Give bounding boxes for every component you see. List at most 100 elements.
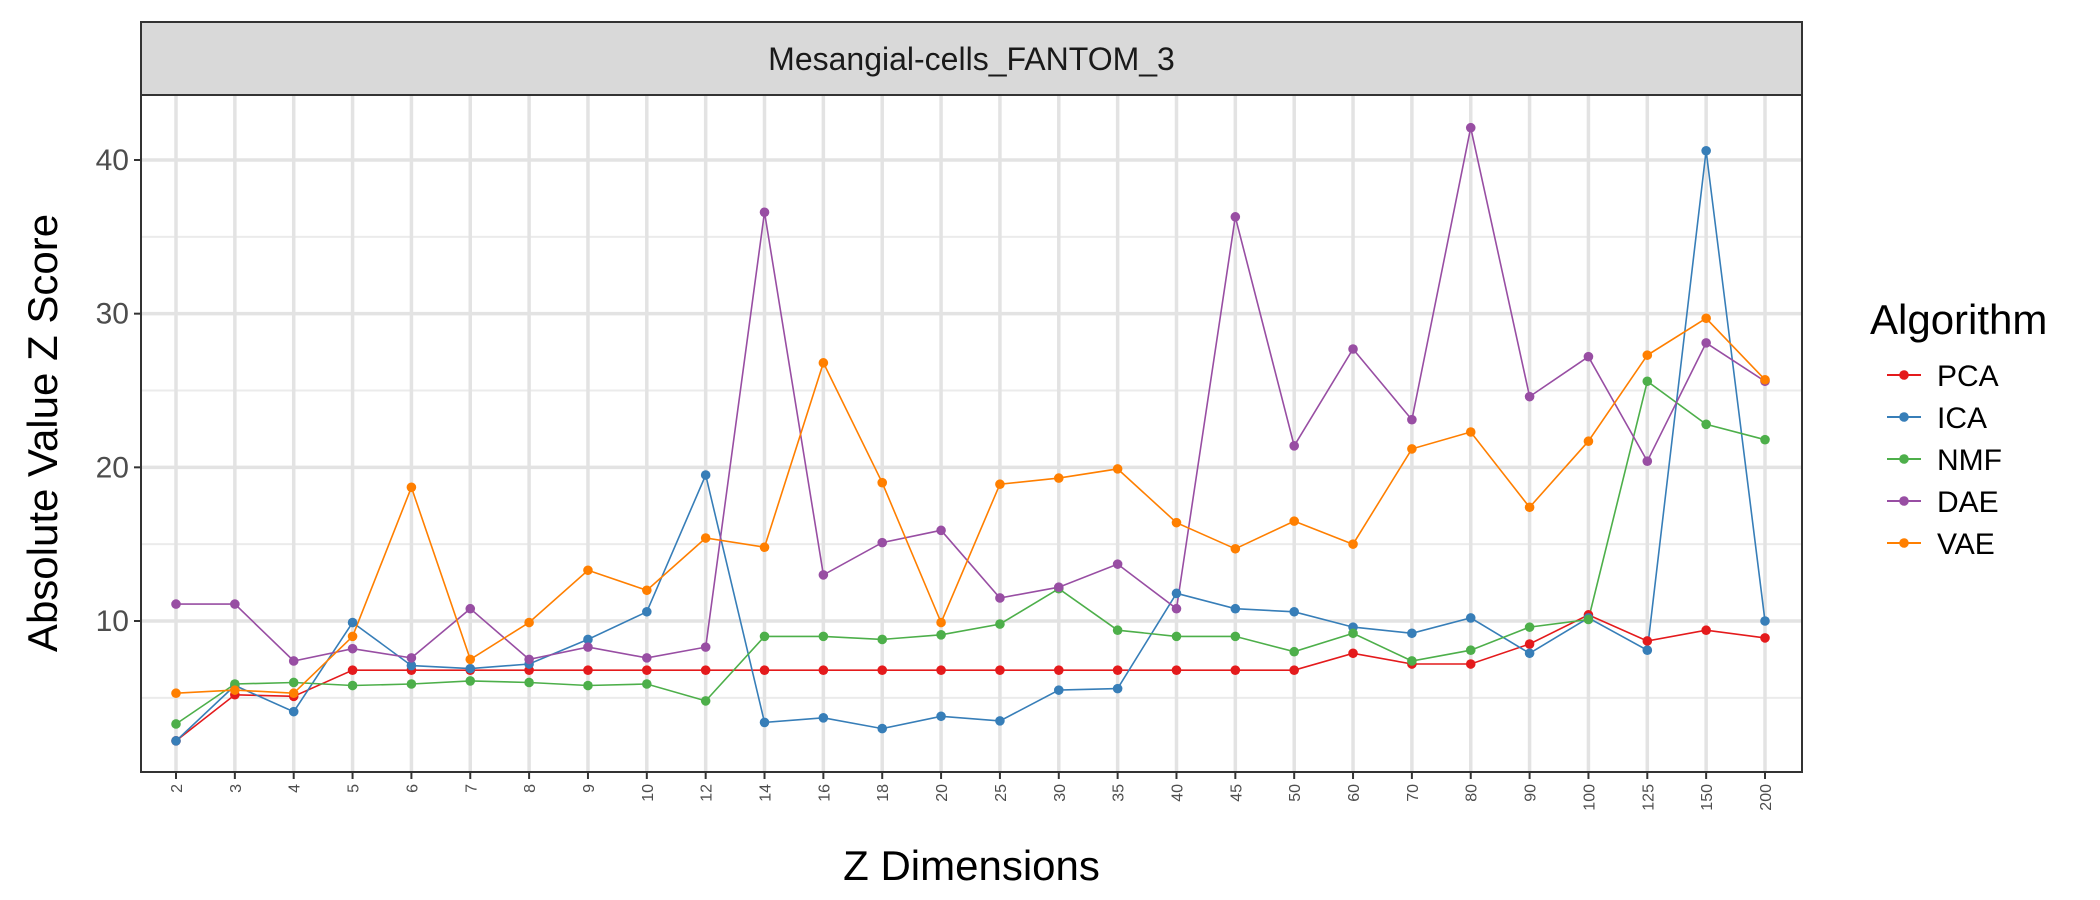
data-point-nmf — [583, 680, 593, 691]
legend-key-point-pca — [1899, 370, 1909, 380]
series-lines — [175, 127, 1766, 742]
data-point-pca — [1053, 665, 1064, 675]
legend-key-point-nmf — [1899, 454, 1909, 464]
data-point-pca — [1701, 625, 1711, 636]
data-point-dae — [1230, 212, 1241, 222]
data-point-vae — [1407, 444, 1417, 454]
data-point-pca — [877, 665, 888, 675]
x-tick-label: 200 — [1758, 784, 1775, 811]
data-point-nmf — [1524, 622, 1535, 632]
data-point-ica — [1230, 603, 1241, 614]
data-point-vae — [288, 688, 299, 699]
x-tick-label: 12 — [699, 784, 716, 802]
data-point-pca — [936, 665, 946, 675]
data-point-ica — [1642, 645, 1653, 655]
x-tick-label: 7 — [463, 784, 480, 793]
x-tick-label: 50 — [1287, 784, 1304, 802]
data-point-vae — [759, 542, 770, 553]
y-tick-label: 30 — [96, 298, 129, 331]
y-tick-label: 40 — [96, 144, 129, 177]
data-point-nmf — [1760, 434, 1770, 445]
data-point-nmf — [877, 634, 888, 645]
y-axis-title: Absolute Value Z Score — [19, 214, 66, 652]
x-tick-label: 4 — [287, 784, 304, 793]
data-point-ica — [936, 711, 946, 722]
data-point-nmf — [700, 696, 711, 706]
data-point-vae — [1642, 350, 1653, 360]
data-point-ica — [583, 634, 593, 645]
data-point-ica — [1053, 685, 1064, 695]
data-point-dae — [524, 654, 534, 665]
data-point-ica — [1524, 648, 1535, 659]
data-point-nmf — [818, 631, 829, 642]
data-point-dae — [1583, 351, 1594, 362]
data-point-vae — [1171, 517, 1182, 528]
data-point-ica — [347, 617, 358, 628]
data-point-vae — [1465, 427, 1476, 437]
x-tick-label: 5 — [346, 784, 363, 793]
series-line-vae — [175, 317, 1766, 695]
data-point-pca — [347, 665, 358, 675]
legend-label-vae: VAE — [1937, 528, 1995, 561]
data-point-vae — [1524, 502, 1535, 513]
data-point-pca — [642, 665, 652, 675]
data-point-ica — [642, 606, 652, 617]
legend-items: PCA ICA NMF DAE VAE — [1887, 360, 2002, 561]
x-tick-label: 9 — [581, 784, 598, 793]
x-tick-label: 30 — [1052, 784, 1069, 802]
data-point-ica — [1465, 613, 1476, 623]
data-point-ica — [406, 660, 417, 671]
data-point-ica — [288, 706, 299, 717]
x-tick-label: 80 — [1464, 784, 1481, 802]
legend: Algorithm PCA ICA NMF DAE VAE — [1870, 296, 2047, 561]
data-point-vae — [1701, 313, 1711, 324]
data-point-nmf — [936, 630, 946, 640]
data-point-dae — [642, 653, 652, 663]
data-point-vae — [936, 617, 946, 628]
legend-label-pca: PCA — [1937, 360, 1999, 393]
data-point-ica — [1289, 606, 1299, 617]
x-tick-label: 70 — [1405, 784, 1422, 802]
data-point-nmf — [288, 677, 299, 688]
data-point-ica — [995, 716, 1005, 726]
data-point-ica — [1112, 683, 1123, 694]
data-point-nmf — [1407, 656, 1417, 666]
data-point-ica — [700, 470, 711, 480]
data-point-vae — [583, 565, 593, 576]
data-point-vae — [171, 688, 181, 699]
data-point-vae — [347, 631, 358, 642]
data-point-dae — [583, 642, 593, 652]
data-point-nmf — [1642, 376, 1653, 387]
data-point-pca — [1112, 665, 1123, 675]
data-point-ica — [1407, 628, 1417, 639]
legend-label-ica: ICA — [1937, 402, 1987, 435]
x-tick-label: 16 — [816, 784, 833, 802]
x-tick-label: 45 — [1228, 784, 1245, 802]
facet-title: Mesangial-cells_FANTOM_3 — [768, 41, 1175, 77]
x-tick-label: 14 — [758, 784, 775, 802]
data-point-nmf — [1701, 419, 1711, 430]
legend-label-nmf: NMF — [1937, 444, 2002, 477]
data-point-vae — [1053, 473, 1064, 483]
data-point-nmf — [406, 679, 417, 689]
data-point-dae — [465, 603, 476, 614]
data-point-ica — [1760, 616, 1770, 626]
x-tick-label: 60 — [1346, 784, 1363, 802]
data-point-pca — [1289, 665, 1299, 675]
data-point-vae — [1583, 436, 1594, 447]
data-point-nmf — [524, 677, 534, 688]
data-point-vae — [230, 685, 240, 695]
data-point-dae — [1171, 603, 1182, 614]
data-point-dae — [1701, 338, 1711, 348]
data-point-nmf — [1112, 625, 1123, 636]
data-point-dae — [1465, 122, 1476, 133]
x-tick-label: 35 — [1111, 784, 1128, 802]
plot-panel — [141, 95, 1802, 772]
x-tick-label: 3 — [228, 784, 245, 793]
data-point-nmf — [465, 676, 476, 686]
data-point-ica — [465, 663, 476, 674]
x-tick-label: 150 — [1699, 784, 1716, 811]
data-point-ica — [171, 736, 181, 746]
legend-key-point-ica — [1899, 412, 1909, 422]
data-point-dae — [1407, 414, 1417, 425]
